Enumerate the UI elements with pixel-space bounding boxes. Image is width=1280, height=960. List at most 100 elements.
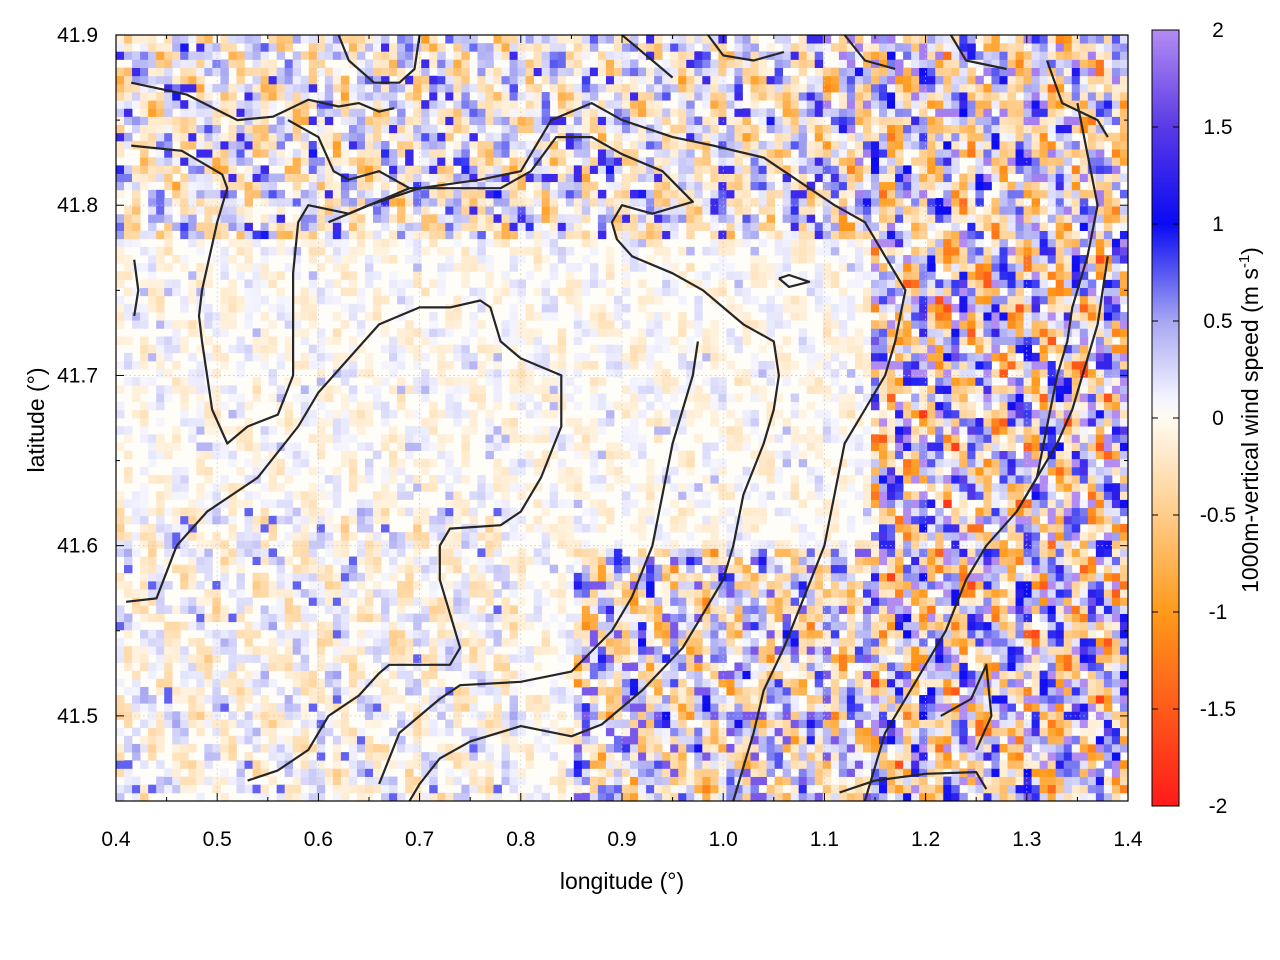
heatmap-cell xyxy=(381,515,390,525)
heatmap-cell xyxy=(316,434,326,443)
heatmap-cell xyxy=(453,532,462,541)
heatmap-cell xyxy=(991,450,1000,460)
heatmap-cell xyxy=(879,475,888,484)
heatmap-cell xyxy=(605,458,615,468)
heatmap-cell xyxy=(485,686,494,696)
heatmap-cell xyxy=(565,613,575,623)
heatmap-cell xyxy=(854,442,864,451)
heatmap-cell xyxy=(389,466,398,476)
heatmap-cell xyxy=(244,670,253,680)
heatmap-cell xyxy=(1039,499,1049,509)
heatmap-cell xyxy=(750,523,759,533)
heatmap-cell xyxy=(1103,621,1113,631)
heatmap-cell xyxy=(597,377,607,386)
heatmap-cell xyxy=(734,752,743,761)
heatmap-cell xyxy=(967,426,976,435)
heatmap-cell xyxy=(429,638,438,647)
heatmap-cell xyxy=(389,654,398,663)
heatmap-cell xyxy=(646,605,655,614)
heatmap-cell xyxy=(364,735,374,745)
heatmap-cell xyxy=(1039,507,1049,517)
heatmap-cell xyxy=(156,629,165,639)
heatmap-cell xyxy=(300,711,310,720)
heatmap-cell xyxy=(204,426,213,435)
heatmap-cell xyxy=(1119,466,1128,476)
heatmap-cell xyxy=(340,540,350,549)
heatmap-cell xyxy=(276,629,286,639)
heatmap-cell xyxy=(1023,686,1033,696)
heatmap-cell xyxy=(332,580,342,590)
heatmap-cell xyxy=(758,760,767,769)
heatmap-cell xyxy=(975,792,984,801)
heatmap-cell xyxy=(782,629,792,639)
heatmap-cell xyxy=(405,426,414,435)
heatmap-cell xyxy=(638,760,647,769)
heatmap-cell xyxy=(903,646,912,655)
heatmap-cell xyxy=(124,711,133,720)
heatmap-cell xyxy=(870,377,880,386)
heatmap-cell xyxy=(316,418,326,427)
heatmap-cell xyxy=(726,711,735,720)
heatmap-cell xyxy=(276,703,286,712)
heatmap-cell xyxy=(1007,760,1016,769)
heatmap-cell xyxy=(895,605,904,614)
heatmap-cell xyxy=(975,589,984,598)
heatmap-cell xyxy=(1079,572,1089,582)
heatmap-cell xyxy=(758,735,767,745)
heatmap-cell xyxy=(332,385,342,394)
heatmap-cell xyxy=(983,768,992,777)
heatmap-cell xyxy=(196,695,205,704)
heatmap-cell xyxy=(268,377,278,386)
heatmap-cell xyxy=(1095,662,1105,672)
heatmap-cell xyxy=(292,662,302,672)
heatmap-cell xyxy=(1071,556,1081,566)
heatmap-cell xyxy=(300,499,310,509)
heatmap-cell xyxy=(148,532,157,541)
heatmap-cell xyxy=(445,377,454,386)
heatmap-cell xyxy=(1031,727,1041,737)
heatmap-cell xyxy=(646,572,655,582)
heatmap-cell xyxy=(919,393,928,403)
heatmap-cell xyxy=(975,507,984,517)
heatmap-cell xyxy=(718,426,727,435)
heatmap-cell xyxy=(1111,499,1121,509)
heatmap-cell xyxy=(935,670,944,680)
heatmap-cell xyxy=(870,483,880,492)
heatmap-cell xyxy=(405,678,414,688)
heatmap-cell xyxy=(437,475,446,484)
heatmap-cell xyxy=(204,572,213,582)
heatmap-cell xyxy=(220,678,229,688)
heatmap-cell xyxy=(132,515,141,525)
heatmap-cell xyxy=(493,507,502,517)
heatmap-cell xyxy=(501,735,510,745)
heatmap-cell xyxy=(517,743,527,753)
heatmap-cell xyxy=(268,580,278,590)
heatmap-cell xyxy=(646,784,655,794)
heatmap-cell xyxy=(991,556,1000,566)
heatmap-cell xyxy=(895,743,904,753)
heatmap-cell xyxy=(911,760,920,769)
heatmap-cell xyxy=(1031,556,1041,566)
heatmap-cell xyxy=(846,572,856,582)
heatmap-cell xyxy=(1007,768,1016,777)
heatmap-cell xyxy=(750,670,759,680)
heatmap-cell xyxy=(718,572,727,582)
heatmap-cell xyxy=(654,695,663,704)
heatmap-cell xyxy=(983,369,992,378)
heatmap-cell xyxy=(573,499,583,509)
heatmap-cell xyxy=(364,703,374,712)
heatmap-cell xyxy=(212,442,221,451)
heatmap-cell xyxy=(613,760,623,769)
heatmap-cell xyxy=(541,540,551,549)
heatmap-cell xyxy=(605,792,615,801)
heatmap-cell xyxy=(244,548,253,557)
heatmap-cell xyxy=(164,369,173,378)
heatmap-cell xyxy=(710,703,719,712)
heatmap-cell xyxy=(862,743,872,753)
heatmap-cell xyxy=(911,580,920,590)
heatmap-cell xyxy=(437,605,446,614)
heatmap-cell xyxy=(662,507,671,517)
heatmap-cell xyxy=(260,727,269,737)
heatmap-cell xyxy=(959,369,968,378)
heatmap-cell xyxy=(196,670,205,680)
